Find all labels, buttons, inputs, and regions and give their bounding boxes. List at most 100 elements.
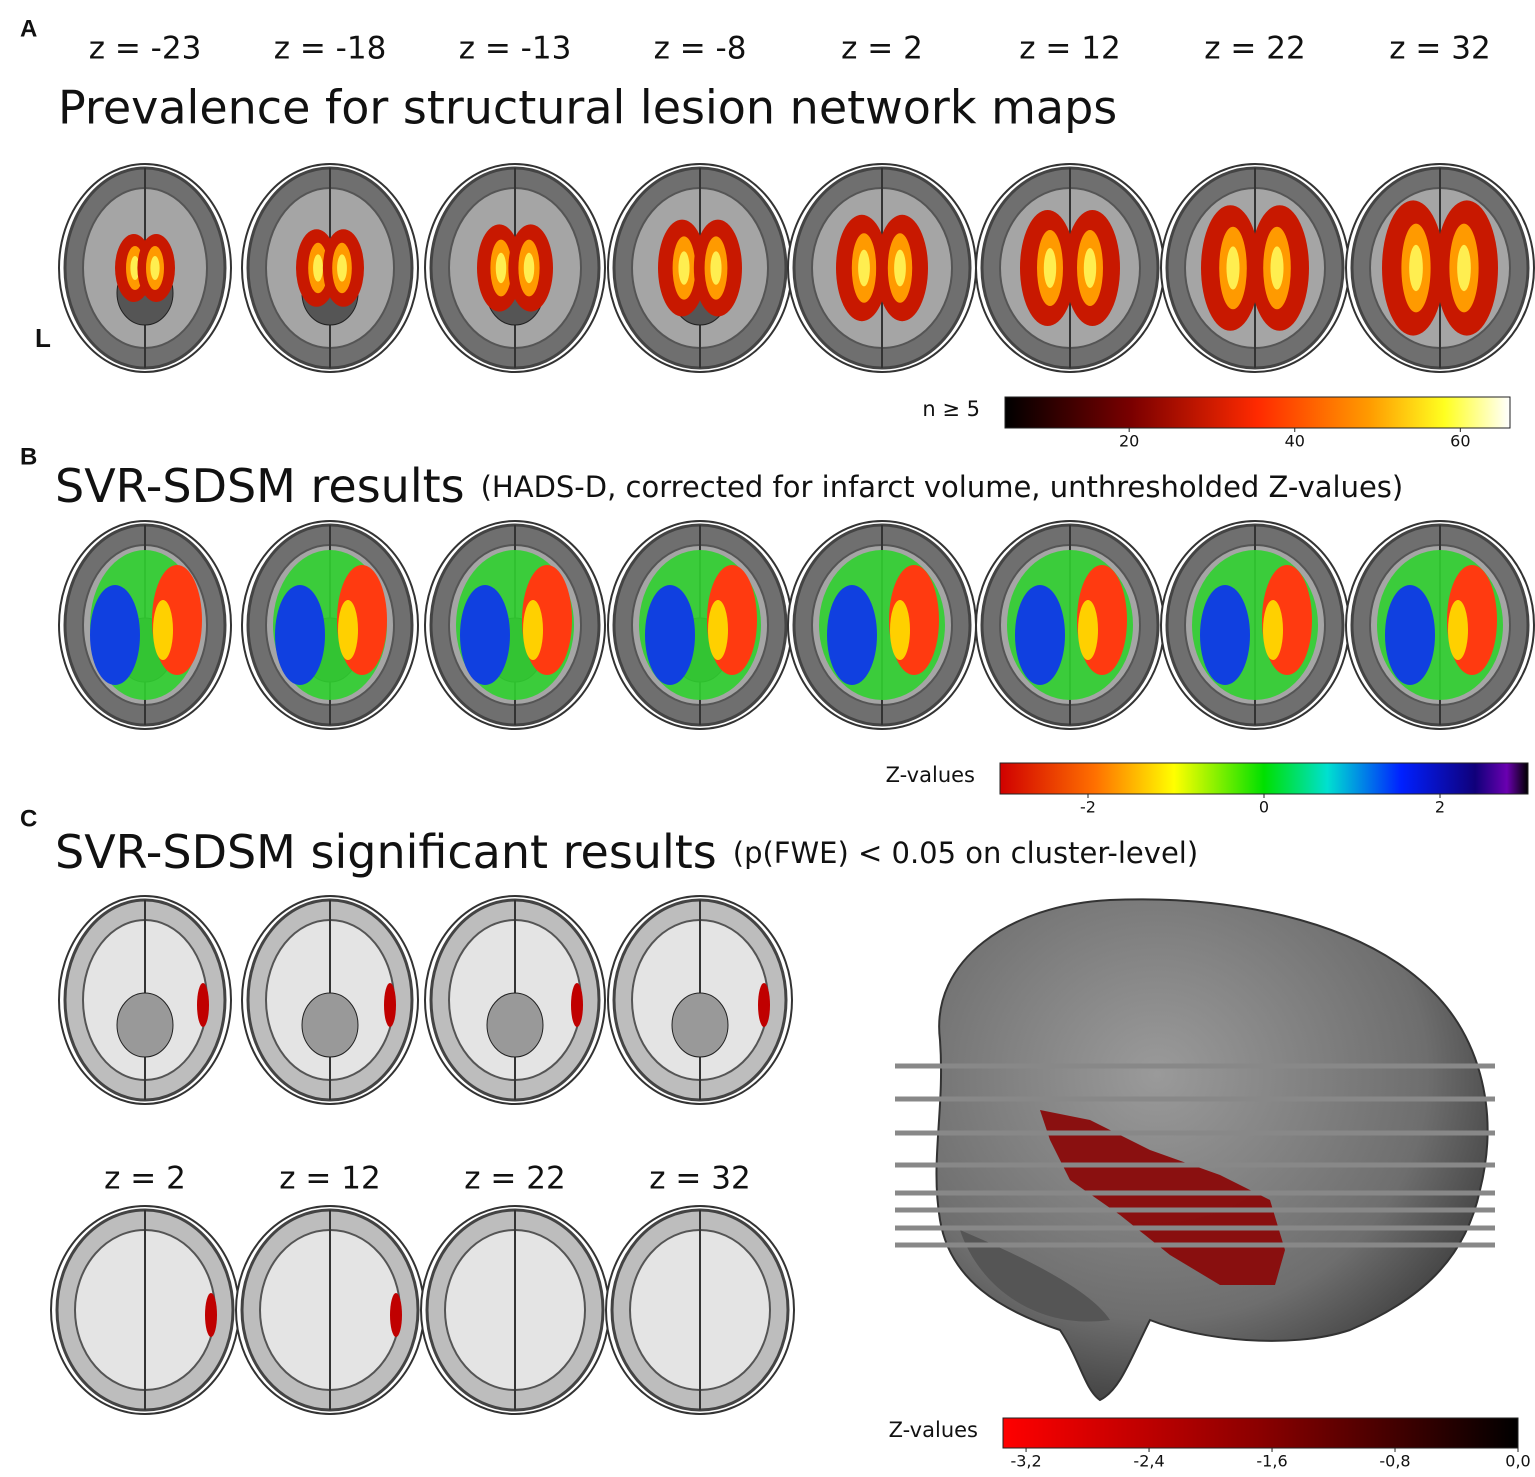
brain-slice <box>1345 520 1535 730</box>
tick-label: -2,4 <box>1133 1452 1164 1471</box>
slice-label: z = -13 <box>459 31 572 67</box>
brain-slice <box>424 520 606 730</box>
blob <box>90 585 140 685</box>
brain-slice <box>787 163 977 373</box>
tick-label: 20 <box>1119 432 1139 451</box>
brain-slice <box>241 895 419 1105</box>
brain-slice <box>50 1205 240 1415</box>
brain-slice <box>975 520 1165 730</box>
brain-slice <box>975 163 1165 373</box>
tick-label: 2 <box>1435 798 1445 817</box>
slice-label: z = 12 <box>279 1161 380 1197</box>
blob <box>1200 585 1250 685</box>
brain-slice <box>235 1205 425 1415</box>
title-sub: (p(FWE) < 0.05 on cluster-level) <box>733 836 1198 870</box>
blob <box>495 252 507 284</box>
blob <box>153 600 173 660</box>
tick-label: -1,6 <box>1256 1452 1287 1471</box>
brain-slice <box>1160 520 1350 730</box>
brain-slice <box>605 1205 795 1415</box>
blob <box>523 252 535 284</box>
slice-label: z = 2 <box>104 1161 186 1197</box>
side-label: L <box>35 323 51 353</box>
brainstem <box>116 992 174 1058</box>
panel-letter: B <box>20 443 37 470</box>
colorbar-label: n ≥ 5 <box>922 397 980 421</box>
panel-letter: A <box>20 15 37 42</box>
tick-label: 0,0 <box>1505 1452 1530 1471</box>
title-main: SVR-SDSM significant results <box>55 825 717 879</box>
panel-letter: C <box>20 805 37 832</box>
brain-slice <box>241 163 419 373</box>
blob <box>1270 246 1284 290</box>
blob <box>197 983 209 1027</box>
panel-title: SVR-SDSM results (HADS-D, corrected for i… <box>55 459 1403 513</box>
brainstem <box>671 992 729 1058</box>
blob <box>678 251 690 285</box>
tick-label: 60 <box>1450 432 1470 451</box>
blob <box>1409 244 1423 292</box>
brain-slice <box>424 895 606 1105</box>
brain-slice <box>58 895 232 1105</box>
colorbar-label: Z-values <box>886 763 975 787</box>
title-main: SVR-SDSM results <box>55 459 465 513</box>
brainstem <box>486 992 544 1058</box>
blob <box>858 249 870 287</box>
tick-label: -2 <box>1080 798 1096 817</box>
slice-label: z = 32 <box>649 1161 750 1197</box>
blob <box>1043 248 1057 288</box>
blob <box>205 1293 217 1337</box>
blob <box>384 983 396 1027</box>
slice-label: z = 2 <box>841 31 923 67</box>
brain-slice <box>1345 163 1535 373</box>
sagittal-brain <box>895 898 1495 1402</box>
blob <box>1448 600 1468 660</box>
slice-label: z = 22 <box>464 1161 565 1197</box>
slice-label: z = 12 <box>1019 31 1120 67</box>
blob <box>1083 248 1097 288</box>
blob <box>275 585 325 685</box>
blob <box>890 600 910 660</box>
brain-slice <box>787 520 977 730</box>
colorbar <box>1004 396 1511 429</box>
brain-slice <box>1160 163 1350 373</box>
brain-slice <box>607 520 793 730</box>
blob <box>894 249 906 287</box>
brain-slice <box>241 520 419 730</box>
blob <box>130 256 140 280</box>
tick-label: -3,2 <box>1010 1452 1041 1471</box>
blob <box>338 600 358 660</box>
tick-label: -0,8 <box>1379 1452 1410 1471</box>
blob <box>313 254 323 282</box>
blob <box>1078 600 1098 660</box>
slice-label: z = 22 <box>1204 31 1305 67</box>
blob <box>710 251 722 285</box>
slice-label: z = 32 <box>1389 31 1490 67</box>
blob <box>1015 585 1065 685</box>
slice-label: z = -18 <box>274 31 387 67</box>
blob <box>523 600 543 660</box>
brain-slice <box>607 163 793 373</box>
blob <box>150 256 160 280</box>
blob <box>1457 244 1471 292</box>
brainstem <box>301 992 359 1058</box>
panel-title: SVR-SDSM significant results (p(FWE) < 0.… <box>55 825 1198 879</box>
blob <box>645 585 695 685</box>
brain-slice <box>420 1205 610 1415</box>
colorbar-label: Z-values <box>889 1418 978 1442</box>
brain-slice <box>58 520 232 730</box>
brain-slice <box>58 163 232 373</box>
blob <box>1226 246 1240 290</box>
blob <box>337 254 347 282</box>
brain-slice <box>424 163 606 373</box>
blob <box>758 983 770 1027</box>
blob <box>708 600 728 660</box>
blob <box>1385 585 1435 685</box>
slice-label: z = -23 <box>89 31 202 67</box>
tick-label: 40 <box>1285 432 1305 451</box>
title-sub: (HADS-D, corrected for infarct volume, u… <box>481 470 1404 504</box>
blob <box>827 585 877 685</box>
colorbar <box>1002 1417 1519 1449</box>
colorbar <box>999 762 1529 795</box>
